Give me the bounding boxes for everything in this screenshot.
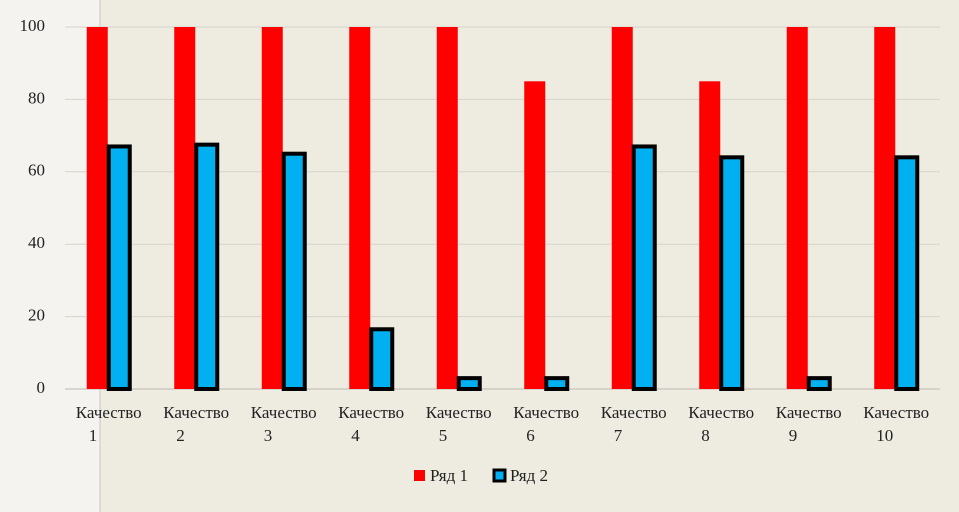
- bar: [106, 144, 132, 391]
- bar: [436, 27, 458, 389]
- bar: [86, 27, 108, 389]
- bar: [806, 376, 832, 392]
- bar: [894, 155, 920, 391]
- bar: [524, 81, 546, 390]
- y-tick-label: 80: [28, 88, 45, 107]
- x-tick-label: Качество 4: [338, 403, 404, 445]
- x-tick-label: Качество 9: [776, 403, 842, 445]
- x-tick-label: Качество 2: [163, 403, 229, 445]
- legend-label: Ряд 1: [430, 466, 468, 485]
- x-tick-label: Качество 8: [688, 403, 754, 445]
- y-tick-label: 40: [28, 233, 45, 252]
- side-panel: [0, 0, 100, 512]
- x-tick-label: Качество 7: [601, 403, 667, 445]
- y-tick-label: 20: [28, 306, 45, 325]
- bar: [456, 376, 482, 392]
- x-tick-label: Качество 6: [513, 403, 579, 445]
- bar: [174, 27, 196, 389]
- bar: [194, 142, 220, 391]
- legend-swatch: [414, 470, 425, 481]
- y-tick-label: 60: [28, 161, 45, 180]
- legend-label: Ряд 2: [510, 466, 548, 485]
- x-tick-label: Качество 3: [251, 403, 317, 445]
- bar: [786, 27, 808, 389]
- bar: [369, 327, 395, 391]
- bar: [631, 144, 657, 391]
- x-tick-label: Качество 1: [76, 403, 142, 445]
- bar: [261, 27, 283, 389]
- bar: [719, 155, 745, 391]
- y-tick-label: 100: [20, 16, 46, 35]
- bar: [611, 27, 633, 389]
- y-tick-label: 0: [37, 378, 46, 397]
- bar: [874, 27, 896, 389]
- legend-swatch: [492, 468, 507, 483]
- bar: [699, 81, 721, 390]
- bar: [544, 376, 570, 392]
- bar: [349, 27, 371, 389]
- bar: [281, 151, 307, 391]
- x-tick-label: Качество 10: [863, 403, 929, 445]
- x-tick-label: Качество 5: [426, 403, 492, 445]
